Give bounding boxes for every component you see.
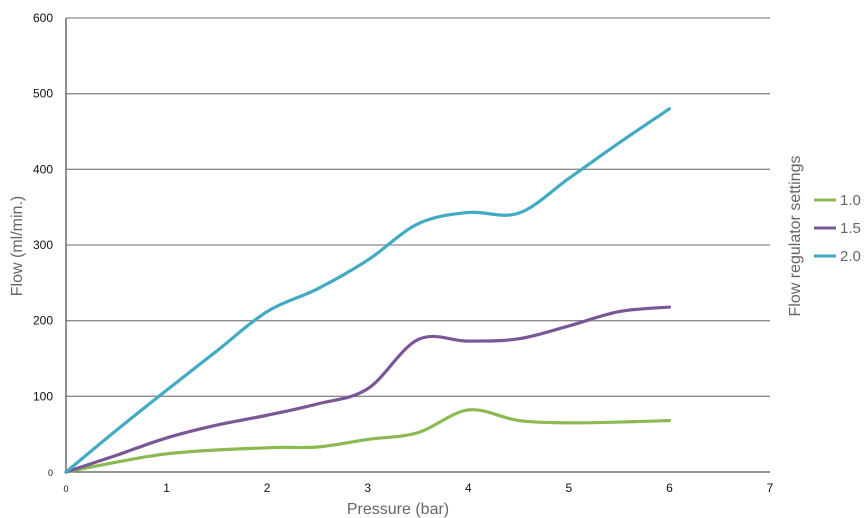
series-line-2.0 xyxy=(64,107,672,474)
x-tick-label: 2 xyxy=(264,481,271,495)
legend-label-1.5: 1.5 xyxy=(840,220,861,237)
series-lines xyxy=(64,107,672,474)
x-tick-label: 4 xyxy=(465,481,472,495)
x-tick-label: 6 xyxy=(666,481,673,495)
y-tick-label: 600 xyxy=(33,11,53,25)
x-tick-label: 0 xyxy=(63,484,68,494)
y-axis-title: Flow (ml/min.) xyxy=(9,196,26,296)
legend-label-2.0: 2.0 xyxy=(840,248,861,265)
x-tick-label: 7 xyxy=(767,481,774,495)
series-line-1.0 xyxy=(64,408,672,474)
y-tick-label: 500 xyxy=(33,87,53,101)
x-tick-label: 3 xyxy=(364,481,371,495)
axes xyxy=(65,18,770,473)
y-tick-label: 200 xyxy=(33,314,53,328)
x-tick-label: 1 xyxy=(163,481,170,495)
legend-title: Flow regulator settings xyxy=(787,156,804,317)
y-tick-label: 400 xyxy=(33,162,53,176)
y-tick-label: 100 xyxy=(33,389,53,403)
legend: 1.0 1.5 2.0 xyxy=(814,192,861,265)
y-tick-label: 300 xyxy=(33,238,53,252)
y-tick-label: 0 xyxy=(48,468,53,478)
x-axis-title: Pressure (bar) xyxy=(347,501,449,518)
legend-label-1.0: 1.0 xyxy=(840,192,861,209)
gridlines xyxy=(66,17,770,397)
series-line-1.5 xyxy=(64,305,672,474)
x-tick-label: 5 xyxy=(566,481,573,495)
tick-labels: 0 100 200 300 400 500 600 0 1 2 3 4 5 6 7 xyxy=(33,11,774,495)
